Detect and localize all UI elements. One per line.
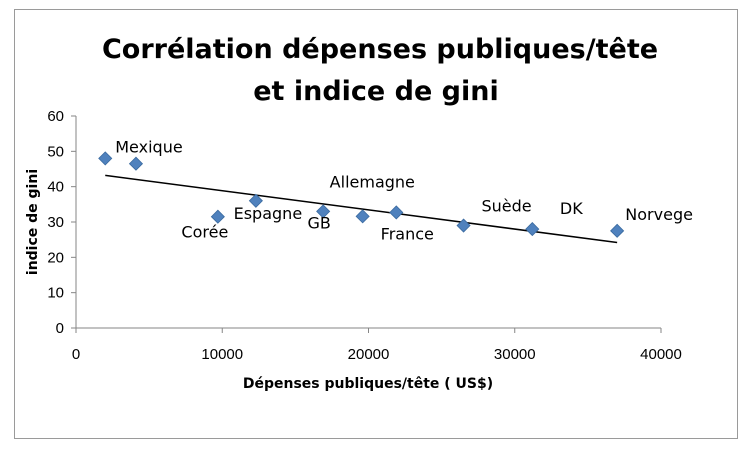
data-points (98, 151, 625, 238)
y-tick-label: 40 (47, 179, 64, 196)
data-point-marker (98, 151, 113, 166)
point-label: Suède (481, 197, 531, 216)
point-label: DK (560, 199, 583, 218)
data-point-marker (248, 193, 263, 208)
y-tick-label: 30 (47, 214, 64, 231)
x-tick-label: 0 (72, 346, 80, 363)
data-point-marker (210, 209, 225, 224)
point-label: Corée (181, 223, 228, 242)
y-tick-label: 10 (47, 285, 64, 302)
point-label: Mexique (115, 137, 182, 156)
y-tick-label: 50 (47, 143, 64, 160)
data-point-marker (316, 204, 331, 219)
y-tick-label: 0 (56, 320, 64, 337)
point-label: GB (307, 213, 330, 232)
data-point-marker (610, 223, 625, 238)
x-tick-label: 30000 (494, 346, 536, 363)
x-tick-label: 40000 (640, 346, 682, 363)
point-label: France (381, 224, 434, 243)
data-point-marker (128, 156, 144, 171)
data-point-marker (525, 222, 540, 237)
y-axis-title: indice de gini (25, 169, 41, 275)
point-label: Espagne (234, 204, 303, 223)
chart-title-line-1: Corrélation dépenses publiques/tête (102, 34, 658, 65)
axes: 0 10 20 30 40 50 60 0 10000 20000 30000 40000 (47, 108, 682, 363)
point-label: Norvege (625, 205, 693, 224)
x-tick-label: 10000 (201, 346, 243, 363)
x-axis-title: Dépenses publiques/tête ( US$) (243, 376, 493, 392)
x-tick-label: 20000 (348, 346, 390, 363)
chart-title-line-2: et indice de gini (253, 76, 499, 107)
data-point-marker (355, 209, 370, 224)
data-point-marker (456, 218, 471, 233)
y-tick-label: 20 (47, 249, 64, 266)
y-tick-label: 60 (47, 108, 64, 125)
data-point-marker (389, 205, 404, 220)
point-label: Allemagne (330, 172, 415, 191)
